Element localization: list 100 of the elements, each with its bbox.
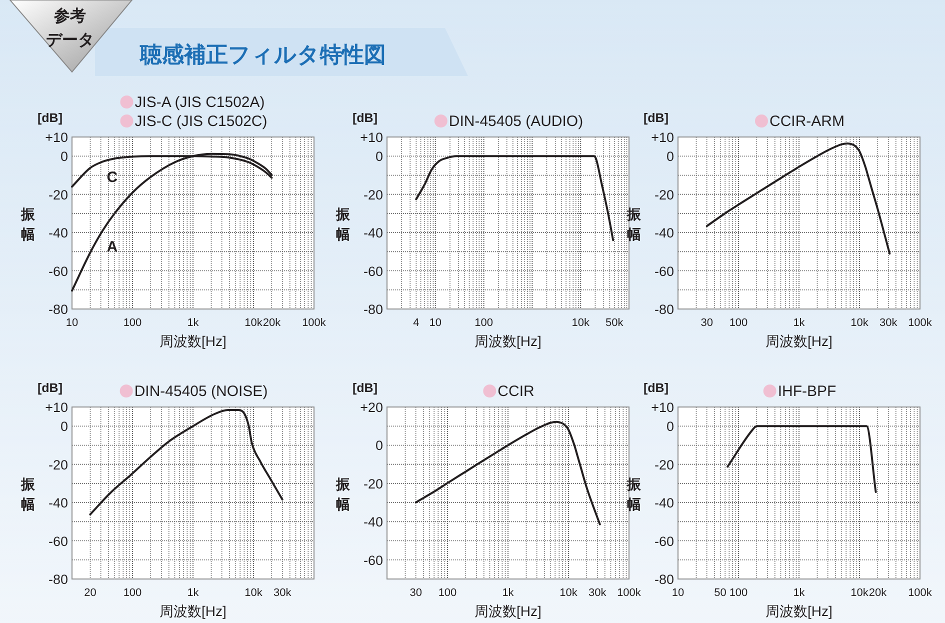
y-tick-label: 0 — [375, 149, 383, 164]
x-tick-label: 1k — [187, 587, 200, 599]
text: [dB] — [38, 111, 62, 125]
x-tick-label: 4 — [413, 317, 420, 329]
y-tick-label: -60 — [363, 264, 383, 279]
x-tick-label: 100k — [302, 317, 326, 329]
chart-title: DIN-45405 (AUDIO) — [448, 113, 584, 130]
x-tick-label: 10k — [560, 587, 578, 599]
y-tick-label: -40 — [48, 226, 68, 241]
chart-title: JIS-A (JIS C1502A) — [134, 94, 265, 111]
y-tick-label: +10 — [651, 400, 674, 415]
x-tick-label: 30k — [879, 317, 898, 329]
y-tick-label: -20 — [654, 187, 674, 202]
y-axis-title: 振幅 — [626, 206, 642, 242]
y-tick-label: +10 — [45, 400, 68, 415]
x-tick-label: 30 — [410, 587, 422, 599]
x-axis-title: 周波数[Hz] — [766, 333, 832, 349]
x-tick-label: 100 — [438, 587, 457, 599]
y-tick-label: 0 — [60, 419, 68, 434]
x-tick-label: 100 — [474, 317, 493, 329]
x-tick-label: 30 — [700, 317, 713, 329]
x-tick-label: 10k — [244, 317, 263, 329]
x-tick-label: 10 — [672, 587, 684, 599]
y-tick-label: 0 — [666, 149, 674, 164]
x-axis-title: 周波数[Hz] — [766, 603, 832, 619]
y-tick-label: +20 — [360, 400, 383, 415]
x-tick-label: 50 — [714, 587, 726, 599]
text: [dB] — [352, 111, 378, 125]
x-tick-label: 10k — [850, 317, 869, 329]
y-axis-title: 振幅 — [335, 206, 351, 242]
y-tick-label: -60 — [654, 534, 674, 549]
y-tick-label: -20 — [654, 457, 674, 472]
x-tick-label: 100k — [908, 587, 932, 599]
x-tick-label: 100 — [123, 317, 142, 329]
x-tick-label: 1k — [502, 587, 514, 599]
y-axis-title: 振幅 — [20, 206, 36, 242]
text: [dB] — [352, 381, 378, 395]
chart-title: IHF-BPF — [778, 383, 836, 400]
chart-title: CCIR — [498, 383, 534, 400]
x-tick-label: 100k — [617, 587, 642, 599]
y-tick-label: -40 — [48, 496, 68, 511]
x-tick-label: 10k — [244, 587, 263, 599]
text: データ — [46, 32, 94, 49]
y-tick-label: -80 — [654, 572, 674, 587]
y-axis-title: 振幅 — [626, 476, 642, 512]
y-tick-label: 0 — [60, 149, 68, 164]
x-tick-label: 100 — [123, 587, 142, 599]
y-tick-label: +10 — [45, 130, 68, 145]
x-axis-title: 周波数[Hz] — [160, 333, 226, 349]
y-tick-label: -80 — [363, 302, 383, 317]
y-axis-title: 振幅 — [20, 476, 36, 512]
x-axis-title: 周波数[Hz] — [474, 333, 542, 349]
series-label: C — [106, 168, 118, 186]
chart-subtitle: JIS-C (JIS C1502C) — [134, 113, 268, 130]
x-tick-label: 1k — [793, 587, 806, 599]
y-tick-label: +10 — [360, 130, 383, 145]
chart-title: CCIR-ARM — [770, 113, 844, 130]
y-tick-label: -60 — [363, 552, 383, 568]
series-label: A — [106, 238, 118, 256]
text: [dB] — [644, 111, 668, 125]
x-tick-label: 1k — [793, 317, 806, 329]
y-tick-label: -80 — [654, 302, 674, 317]
y-tick-label: 0 — [666, 419, 674, 434]
x-tick-label: 30k — [273, 587, 292, 599]
y-tick-label: -20 — [363, 187, 383, 202]
y-tick-label: -40 — [363, 514, 383, 530]
y-tick-label: -80 — [48, 572, 68, 587]
x-tick-label: 10 — [429, 317, 442, 329]
x-tick-label: 100 — [729, 587, 748, 599]
text: 聴感補正フィルタ特性図 — [139, 42, 386, 67]
x-tick-label: 50k — [606, 317, 624, 329]
y-tick-label: -60 — [654, 264, 674, 279]
y-axis-title: 振幅 — [335, 476, 351, 512]
x-tick-label: 100 — [729, 317, 748, 329]
y-tick-label: -60 — [48, 534, 68, 549]
y-tick-label: -40 — [654, 496, 674, 511]
y-tick-label: -20 — [48, 187, 68, 202]
x-tick-label: 20 — [84, 587, 96, 599]
x-tick-label: 20k — [262, 317, 282, 329]
x-axis-title: 周波数[Hz] — [474, 603, 542, 619]
y-tick-label: -20 — [363, 476, 383, 492]
text: [dB] — [38, 381, 62, 395]
chart-title: DIN-45405 (NOISE) — [134, 383, 268, 400]
y-tick-label: -60 — [48, 264, 68, 279]
text: 参考 — [53, 7, 86, 25]
y-tick-label: -40 — [363, 226, 383, 241]
x-tick-label: 10 — [66, 317, 78, 329]
y-tick-label: -80 — [48, 302, 68, 317]
x-tick-label: 10k — [850, 587, 869, 599]
x-tick-label: 10k — [572, 317, 590, 329]
text: [dB] — [644, 381, 668, 395]
x-tick-label: 20k — [868, 587, 888, 599]
x-tick-label: 1k — [187, 317, 200, 329]
y-tick-label: 0 — [375, 438, 383, 454]
x-tick-label: 30k — [588, 587, 607, 599]
y-tick-label: -20 — [48, 457, 68, 472]
y-tick-label: +10 — [651, 130, 674, 145]
x-tick-label: 100k — [908, 317, 932, 329]
y-tick-label: -40 — [654, 226, 674, 241]
x-axis-title: 周波数[Hz] — [160, 603, 226, 619]
